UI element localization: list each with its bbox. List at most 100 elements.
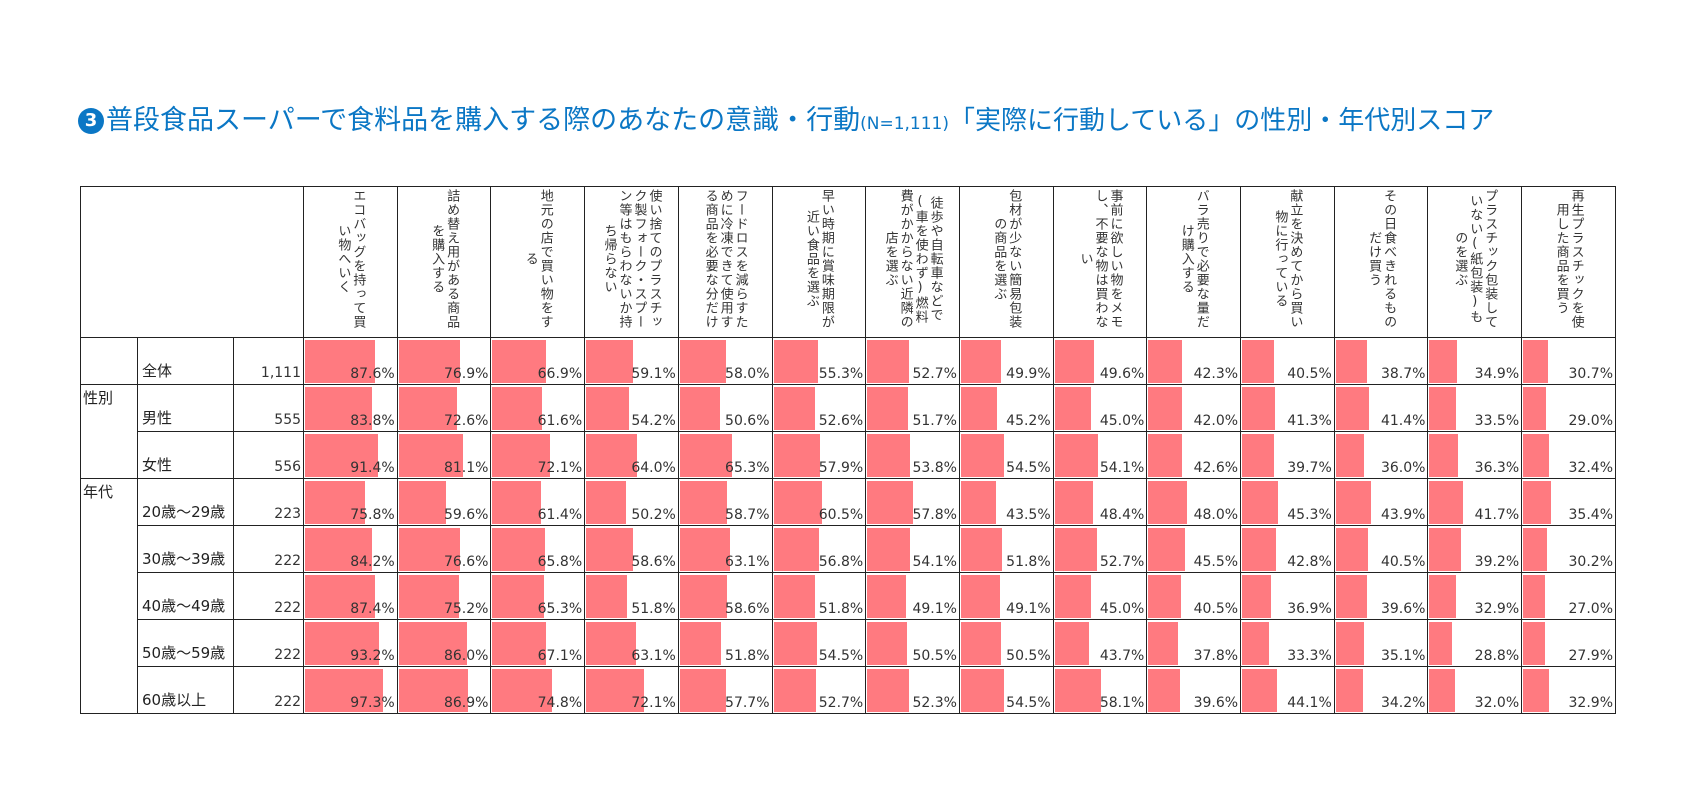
score-bar	[1148, 528, 1185, 571]
score-value: 37.8%	[1193, 648, 1239, 664]
score-cell: 91.4%	[303, 431, 398, 479]
score-cell: 51.8%	[677, 619, 773, 667]
score-value: 45.2%	[1006, 413, 1051, 429]
score-cell: 39.6%	[1146, 666, 1242, 714]
score-cell: 32.9%	[1427, 572, 1523, 620]
score-cell: 33.5%	[1427, 384, 1523, 432]
score-bar	[398, 481, 447, 524]
score-value: 61.6%	[537, 413, 583, 429]
score-cell: 42.8%	[1240, 525, 1335, 573]
score-value: 54.5%	[1006, 460, 1051, 476]
score-value: 57.7%	[725, 695, 770, 711]
score-bar	[773, 528, 819, 571]
score-bar	[1335, 340, 1367, 383]
score-value: 35.1%	[1380, 648, 1426, 664]
score-bar	[1429, 387, 1457, 430]
score-bar	[1242, 669, 1278, 712]
score-bar	[492, 575, 545, 618]
score-bar	[1148, 481, 1187, 524]
score-value: 54.1%	[1099, 460, 1145, 476]
score-bar	[492, 340, 546, 383]
score-bar	[305, 340, 375, 383]
score-value: 75.8%	[350, 507, 395, 523]
score-value: 54.2%	[631, 413, 676, 429]
column-header: 早い時期に賞味期限が近い食品を選ぶ	[771, 186, 867, 338]
score-cell: 75.8%	[303, 478, 398, 526]
column-header-label: 献立を決めてから買い物に行っている	[1272, 189, 1303, 329]
score-value: 72.1%	[631, 695, 676, 711]
score-bar	[773, 434, 820, 477]
score-bar	[305, 622, 380, 665]
score-cell: 50.5%	[865, 619, 960, 667]
score-cell: 65.3%	[490, 572, 586, 620]
column-header-label: 再生プラスチックを使用した商品を買う	[1553, 189, 1584, 329]
score-value: 58.6%	[725, 601, 770, 617]
score-value: 32.9%	[1474, 601, 1520, 617]
score-bar	[773, 669, 816, 712]
score-cell: 84.2%	[303, 525, 398, 573]
score-cell: 86.0%	[396, 619, 492, 667]
column-header-label: 地元の店で買い物をする	[522, 189, 553, 329]
score-bar	[867, 669, 909, 712]
score-value: 63.1%	[631, 648, 676, 664]
score-value: 52.7%	[1099, 554, 1145, 570]
sample-size: 222	[232, 572, 305, 620]
score-cell: 37.8%	[1146, 619, 1242, 667]
column-header: バラ売りで必要な量だけ購入する	[1146, 186, 1242, 338]
score-cell: 48.0%	[1146, 478, 1242, 526]
score-bar	[1242, 340, 1275, 383]
score-cell: 41.7%	[1427, 478, 1523, 526]
sample-size: 555	[232, 384, 305, 432]
score-cell: 97.3%	[303, 666, 398, 714]
score-value: 43.7%	[1099, 648, 1145, 664]
score-value: 61.4%	[537, 507, 583, 523]
sample-size: 1,111	[232, 337, 305, 385]
score-value: 53.8%	[912, 460, 957, 476]
score-value: 50.6%	[725, 413, 770, 429]
table-row: 40歳～49歳 222 87.4% 75.2% 65.3% 51.8% 58.6% 51.8%…	[81, 572, 1616, 620]
score-bar	[1429, 622, 1453, 665]
column-header-label: 徒歩や自転車などで(車を使わず)燃料費がかからない近隣の店を選ぶ	[882, 189, 943, 329]
sample-size: 222	[232, 666, 305, 714]
column-header: 地元の店で買い物をする	[490, 186, 586, 338]
score-cell: 59.6%	[396, 478, 492, 526]
score-value: 58.1%	[1099, 695, 1145, 711]
score-bar	[773, 387, 816, 430]
score-bar	[492, 622, 546, 665]
table-row: 60歳以上 222 97.3% 86.9% 74.8% 72.1% 57.7% 52.7% 52…	[81, 666, 1616, 714]
score-bar	[867, 387, 909, 430]
title-sub: 「実際に行動している」の性別・年代別スコア	[949, 106, 1495, 136]
score-bar	[679, 434, 732, 477]
number-badge: 3	[78, 108, 104, 134]
score-value: 59.1%	[631, 366, 676, 382]
column-header: 使い捨てのプラスチック製フォーク・スプーン等はもらわないか持ち帰らない	[584, 186, 679, 338]
score-cell: 51.8%	[584, 572, 679, 620]
score-bar	[1429, 340, 1458, 383]
score-bar	[1429, 434, 1459, 477]
score-cell: 34.9%	[1427, 337, 1523, 385]
score-cell: 83.8%	[303, 384, 398, 432]
score-value: 87.6%	[350, 366, 395, 382]
score-bar	[1523, 387, 1547, 430]
score-value: 41.4%	[1380, 413, 1426, 429]
score-bar	[1242, 575, 1272, 618]
score-value: 38.7%	[1380, 366, 1426, 382]
score-cell: 49.1%	[865, 572, 960, 620]
score-bar	[1148, 575, 1181, 618]
score-cell: 41.3%	[1240, 384, 1335, 432]
score-bar	[1523, 528, 1548, 571]
score-value: 58.7%	[725, 507, 770, 523]
score-cell: 41.4%	[1333, 384, 1429, 432]
score-value: 52.3%	[912, 695, 957, 711]
score-cell: 39.7%	[1240, 431, 1335, 479]
score-cell: 51.7%	[865, 384, 960, 432]
score-cell: 36.3%	[1427, 431, 1523, 479]
score-value: 49.1%	[912, 601, 957, 617]
score-value: 60.5%	[818, 507, 864, 523]
score-bar	[960, 434, 1005, 477]
segment-group-label: 性別	[80, 384, 138, 479]
score-cell: 51.8%	[958, 525, 1054, 573]
score-value: 49.6%	[1099, 366, 1145, 382]
score-cell: 55.3%	[771, 337, 867, 385]
score-cell: 28.8%	[1427, 619, 1523, 667]
